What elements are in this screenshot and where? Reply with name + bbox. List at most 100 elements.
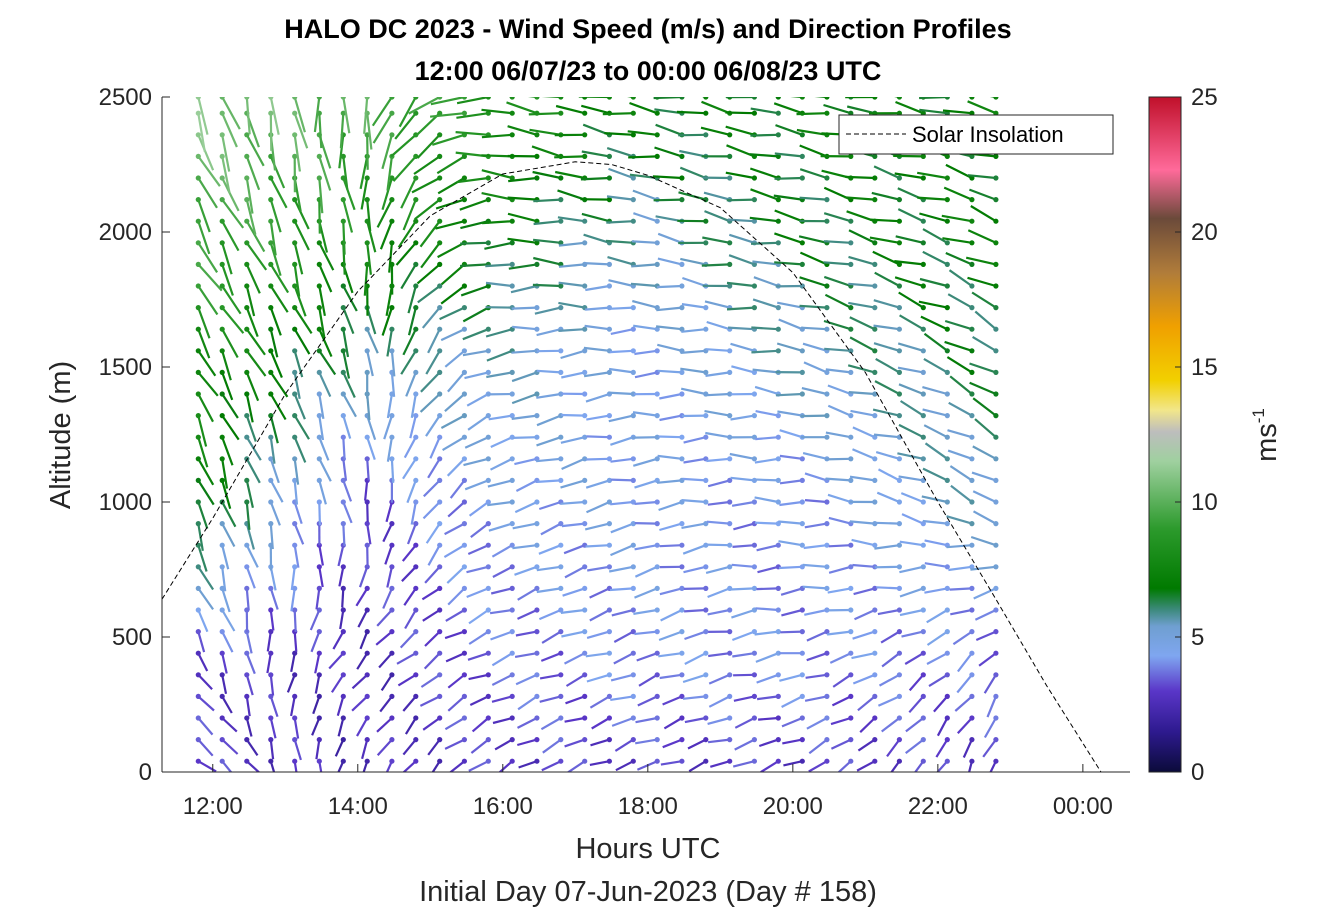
wind-vector-shaft (613, 630, 634, 643)
wind-vector (613, 650, 636, 665)
wind-vector-shaft (293, 545, 300, 568)
wind-vector-head (316, 305, 322, 311)
wind-vector-shaft (917, 196, 948, 201)
wind-vector-shaft (632, 189, 658, 201)
wind-vector-shaft (507, 212, 538, 223)
wind-vector-shaft (197, 113, 206, 152)
wind-vector (831, 693, 854, 707)
wind-vector-head (896, 499, 903, 505)
wind-vector (873, 342, 903, 354)
wind-vector-head (751, 391, 758, 397)
wind-vector (512, 542, 540, 550)
wind-vector-shaft (342, 97, 351, 134)
wind-vector-head (872, 477, 878, 483)
wind-vector-shaft (245, 480, 254, 508)
wind-vector-shaft (780, 630, 803, 634)
wind-vector (949, 465, 975, 483)
wind-vector-shaft (656, 306, 683, 312)
wind-vector-shaft (498, 760, 513, 772)
wind-vector-head (195, 477, 201, 483)
wind-vector-shaft (397, 220, 417, 248)
wind-vector-head (582, 477, 588, 483)
wind-vector-head (799, 737, 805, 743)
wind-vector-shaft (532, 238, 561, 244)
wind-vector-head (751, 542, 758, 548)
wind-vector-shaft (411, 177, 441, 194)
wind-vector (195, 283, 219, 316)
wind-vector-head (558, 629, 564, 635)
wind-vector (292, 261, 301, 297)
wind-vector-head (824, 175, 830, 181)
wind-vector (466, 564, 491, 574)
wind-vector (701, 261, 733, 267)
wind-vector-shaft (447, 501, 466, 518)
wind-vector-head (509, 672, 515, 678)
wind-vector-head (364, 737, 370, 743)
wind-vector-shaft (538, 544, 562, 555)
wind-vector-head (654, 261, 660, 267)
wind-vector-shaft (385, 501, 393, 523)
wind-vector-shaft (245, 156, 261, 191)
wind-vector-shaft (266, 631, 272, 652)
wind-vector (922, 250, 950, 267)
wind-vector-head (920, 629, 926, 635)
wind-vector-shaft (511, 371, 538, 383)
wind-vector-shaft (427, 328, 441, 354)
wind-vector-head (509, 97, 515, 100)
wind-vector-shaft (245, 631, 253, 654)
wind-vector-head (461, 153, 467, 159)
wind-vector-head (582, 499, 588, 505)
wind-vector-shaft (318, 177, 324, 214)
wind-vector-head (727, 132, 733, 138)
wind-vector (328, 650, 346, 670)
wind-vector (989, 97, 999, 100)
wind-vector-head (219, 218, 225, 224)
wind-vector-shaft (899, 314, 924, 331)
wind-vector-shaft (400, 350, 417, 375)
wind-vector-head (268, 218, 274, 224)
wind-vector (364, 240, 372, 275)
wind-vector-head (292, 153, 298, 159)
wind-vector-shaft (957, 652, 973, 673)
wind-vector-head (485, 197, 491, 203)
wind-vector (514, 650, 540, 658)
wind-vector-head (340, 499, 346, 505)
wind-vector-shaft (456, 97, 489, 105)
wind-vector-head (848, 737, 854, 743)
wind-vector-shaft (444, 630, 465, 640)
wind-vector-shaft (900, 400, 924, 417)
wind-vector-shaft (632, 457, 658, 467)
wind-vector (974, 310, 999, 332)
wind-vector-head (848, 542, 854, 548)
wind-vector-shaft (425, 414, 441, 437)
wind-vector-shaft (876, 491, 900, 504)
wind-vector (411, 175, 443, 194)
wind-vector-shaft (782, 738, 803, 745)
wind-vector-shaft (824, 293, 852, 309)
wind-vector-head (824, 542, 830, 548)
wind-vector-head (413, 456, 419, 462)
wind-vector (464, 477, 491, 491)
wind-vector-head (824, 758, 830, 764)
wind-vector-shaft (514, 457, 538, 466)
wind-vector-shaft (269, 221, 277, 256)
wind-vector (491, 650, 515, 667)
wind-vector (586, 456, 613, 462)
wind-vector-head (896, 240, 903, 246)
wind-vector-head (799, 132, 805, 138)
wind-vector (244, 477, 254, 508)
wind-vector-shaft (825, 431, 851, 439)
wind-vector-shaft (679, 149, 707, 158)
wind-vector-head (558, 240, 564, 246)
wind-vector (662, 737, 685, 749)
wind-vector-head (969, 434, 975, 440)
wind-vector (244, 175, 254, 214)
wind-vector-head (558, 218, 564, 224)
wind-vector (848, 255, 878, 267)
wind-vector-shaft (806, 630, 828, 642)
wind-vector-shaft (756, 587, 779, 591)
wind-vector-shaft (614, 738, 634, 752)
wind-vector (825, 431, 854, 440)
wind-vector-shaft (427, 738, 441, 756)
wind-vector-head (340, 391, 346, 397)
